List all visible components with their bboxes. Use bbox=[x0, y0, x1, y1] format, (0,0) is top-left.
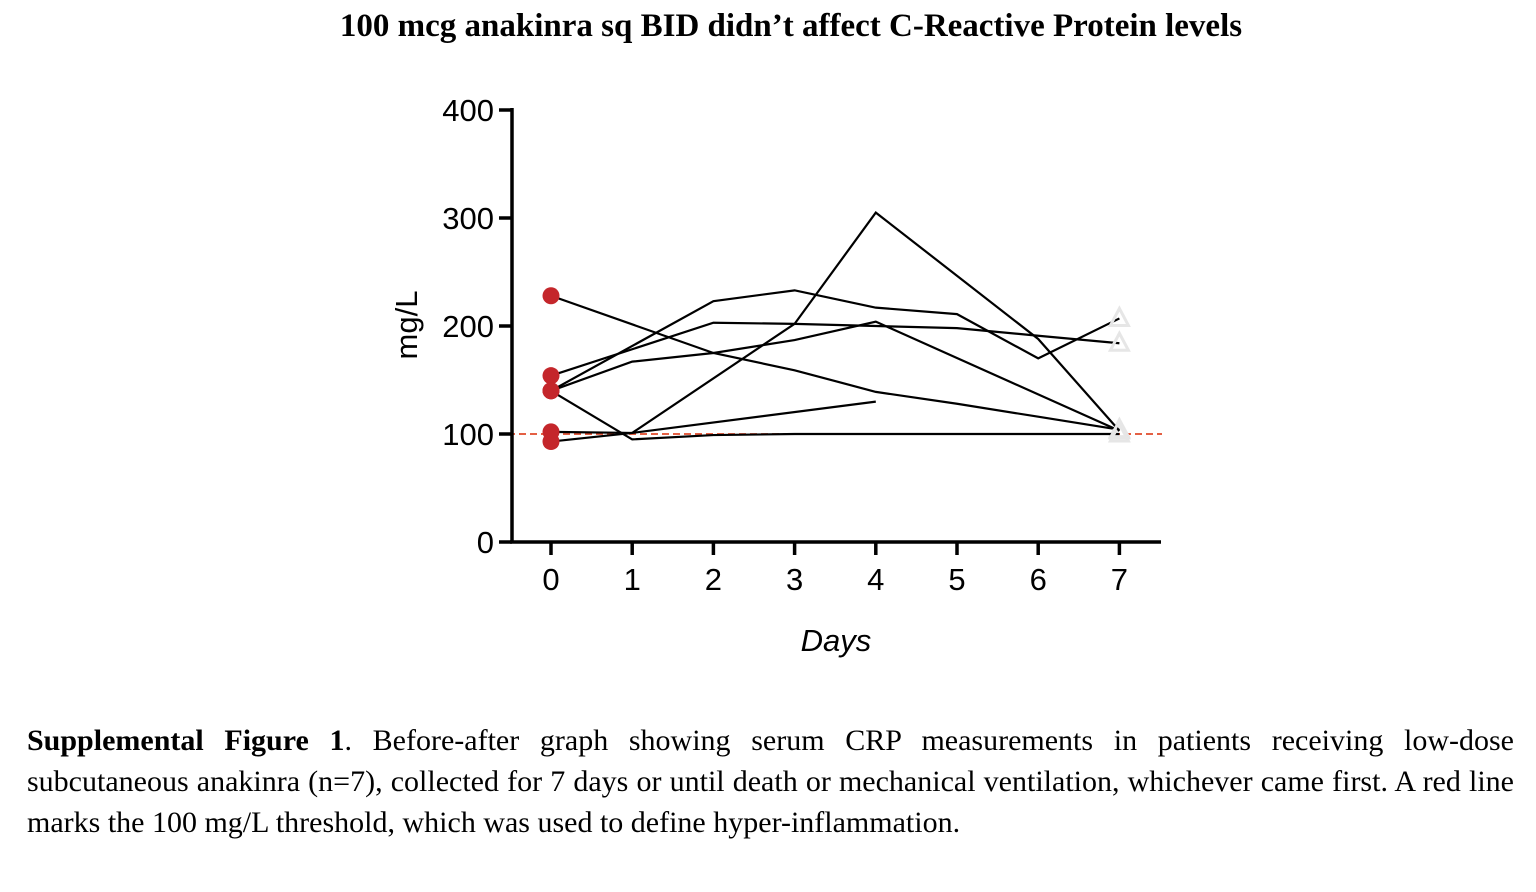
caption-text: . Before-after graph showing serum CRP m… bbox=[27, 724, 1514, 839]
endpoint-marker bbox=[1107, 420, 1131, 443]
y-tick-label: 100 bbox=[442, 417, 494, 452]
series-line-6 bbox=[550, 211, 1121, 435]
x-tick-label: 4 bbox=[867, 562, 884, 597]
x-tick-label: 5 bbox=[948, 562, 965, 597]
x-tick-label: 3 bbox=[786, 562, 803, 597]
chart-title: 100 mcg anakinra sq BID didn’t affect C-… bbox=[339, 8, 1243, 44]
caption-label: Supplemental Figure 1 bbox=[27, 724, 345, 757]
y-tick-label: 300 bbox=[442, 201, 494, 236]
baseline-point bbox=[542, 433, 560, 451]
series-line-4 bbox=[550, 320, 1120, 432]
series-line-7 bbox=[550, 400, 876, 443]
y-tick-label: 0 bbox=[477, 525, 494, 560]
chart: 0 100 200 300 400 0 1 2 3 4 5 6 7 Days mg/L bbox=[389, 93, 1162, 658]
baseline-point bbox=[542, 382, 560, 400]
series-line-5 bbox=[550, 389, 1120, 441]
series-line-1 bbox=[550, 294, 1120, 431]
x-tick-label: 6 bbox=[1030, 562, 1047, 597]
baseline-point bbox=[542, 287, 560, 305]
y-tick-label: 200 bbox=[442, 309, 494, 344]
series-line-2 bbox=[550, 321, 1120, 377]
x-tick-label: 2 bbox=[705, 562, 722, 597]
y-axis-title: mg/L bbox=[389, 291, 424, 360]
x-tick-label: 0 bbox=[542, 562, 559, 597]
x-tick-label: 1 bbox=[624, 562, 641, 597]
x-axis-title: Days bbox=[801, 623, 872, 658]
endpoint-marker bbox=[1107, 305, 1131, 327]
baseline-point bbox=[542, 367, 560, 385]
y-tick-label: 400 bbox=[442, 93, 494, 128]
x-tick-label: 7 bbox=[1111, 562, 1128, 597]
endpoint-marker bbox=[1107, 417, 1131, 440]
figure-caption: Supplemental Figure 1. Before-after grap… bbox=[27, 720, 1514, 843]
series-line-3 bbox=[550, 289, 1120, 392]
endpoint-marker bbox=[1107, 330, 1131, 352]
